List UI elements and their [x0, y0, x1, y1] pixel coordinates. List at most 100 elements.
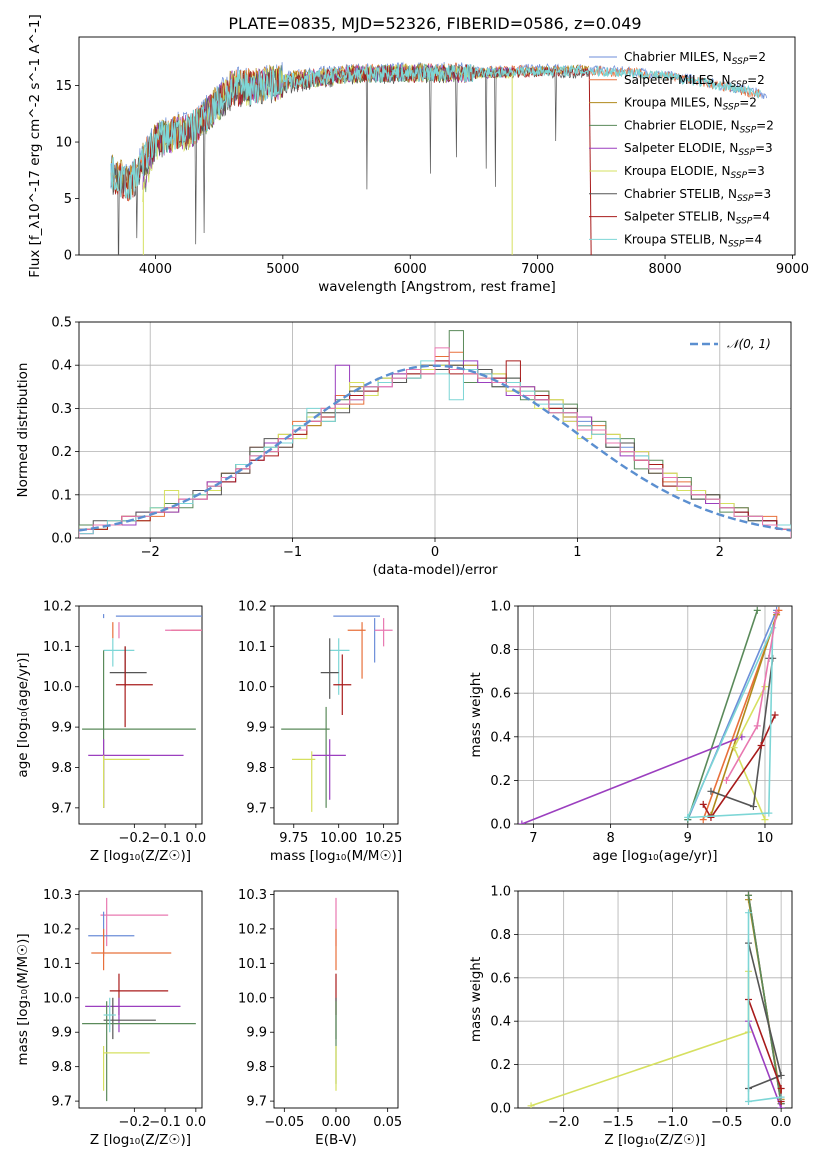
- y-tick-label: 0.4: [51, 359, 72, 374]
- y-tick-label: 10.1: [43, 957, 72, 972]
- weight-point: [722, 776, 730, 784]
- y-tick-label: 10.1: [238, 957, 267, 972]
- weight-line: [687, 627, 774, 819]
- y-tick-label: 10.2: [43, 600, 72, 615]
- y-axis-label: mass [log₁₀(M/M☉)]: [15, 933, 31, 1065]
- y-tick-label: 10.2: [238, 922, 267, 937]
- x-tick-label: −0.2: [119, 831, 151, 846]
- y-tick-label: 9.7: [51, 1095, 72, 1110]
- weight-point: [769, 624, 777, 632]
- x-axis-label: wavelength [Angstrom, rest frame]: [318, 279, 556, 295]
- y-tick-label: 10.1: [43, 640, 72, 655]
- age_vs_mass-marks: [281, 615, 393, 812]
- y-axis-label: age [log₁₀(age/yr)]: [15, 652, 31, 777]
- x-tick-label: 0: [431, 545, 439, 560]
- y-tick-label: 0.0: [490, 818, 511, 833]
- weight-point: [777, 1093, 785, 1101]
- x-tick-label: 6000: [394, 262, 427, 277]
- figure-title: PLATE=0835, MJD=52326, FIBERID=0586, z=0…: [228, 14, 641, 33]
- y-tick-label: 10.0: [43, 680, 72, 695]
- x-tick-label: −0.5: [711, 1115, 743, 1130]
- spectrum-marks: [110, 61, 768, 255]
- y-tick-label: 10.2: [238, 600, 267, 615]
- y-tick-label: 9.7: [246, 801, 267, 816]
- x-tick-label: 10: [757, 831, 774, 846]
- weight-point: [749, 803, 757, 811]
- y-tick-label: 10.3: [238, 888, 267, 903]
- age_vs_Z-marks: [82, 614, 202, 808]
- legend-value: =2: [756, 118, 774, 132]
- y-tick-label: 0.5: [51, 316, 72, 331]
- legend-label: Chabrier MILES, NSSP=2: [624, 50, 766, 67]
- x-tick-label: 2: [716, 545, 724, 560]
- y-tick-label: 10: [55, 136, 72, 151]
- legend-label: Salpeter STELIB, NSSP=4: [624, 210, 770, 227]
- x-tick-label: −0.05: [264, 1115, 304, 1130]
- y-tick-label: 9.9: [246, 721, 267, 736]
- spectrum-edge: [588, 70, 592, 255]
- axes-frame: [78, 321, 792, 539]
- y-axis-label: mass weight: [468, 957, 484, 1042]
- y-tick-label: 9.8: [246, 1060, 267, 1075]
- y-tick-label: 15: [55, 79, 72, 94]
- legend-subscript: SSP: [736, 217, 753, 227]
- axes-frame: [273, 890, 399, 1109]
- legend-label: 𝒩(0, 1): [727, 337, 771, 351]
- y-tick-label: 0.6: [490, 971, 511, 986]
- age_vs_mass-axes: 9.75 10.00 10.25 9.7 9.8 9.9 10.0 10.1 10.2 mass …: [238, 600, 402, 865]
- weight-point: [745, 891, 753, 899]
- x-tick-label: 9000: [776, 262, 809, 277]
- legend-value: =4: [744, 232, 762, 246]
- x-axis-label: E(B-V): [315, 1132, 357, 1148]
- weight-point: [527, 1102, 535, 1108]
- legend-subscript: SSP: [738, 148, 755, 158]
- spectrum-line: [110, 64, 589, 201]
- y-tick-label: 0.2: [490, 1058, 511, 1073]
- x-tick-label: 10.25: [365, 831, 402, 846]
- legend-value: =4: [752, 210, 770, 224]
- x-tick-label: 0.00: [322, 1115, 351, 1130]
- mass_vs_ebv-axes: −0.05 0.00 0.05 9.7 9.8 9.9 10.0 10.1 10.2 10.3 E(…: [238, 888, 402, 1148]
- y-tick-label: 9.9: [51, 1026, 72, 1041]
- residuals-axes: −2 −1 0 1 2 0.0 0.1 0.2 0.3 0.4 0.5 (data-model)/er…: [15, 316, 792, 578]
- legend-subscript: SSP: [732, 57, 749, 67]
- legend-value: =3: [755, 141, 773, 155]
- y-tick-label: 10.0: [238, 991, 267, 1006]
- weight_vs_Z-marks: [527, 891, 785, 1108]
- weight_vs_Z-axes: −2.0 −1.5 −1.0 −0.5 0.0 0.0 0.2 0.4 0.6 0.8 1.0 Z […: [468, 885, 793, 1148]
- x-tick-label: 9.75: [279, 831, 308, 846]
- legend-value: =2: [747, 73, 765, 87]
- weight-point: [707, 813, 715, 821]
- legend-value: =2: [739, 96, 757, 110]
- y-tick-label: 10.0: [43, 991, 72, 1006]
- axes-frame: [78, 890, 203, 1109]
- x-tick-label: 4000: [139, 262, 172, 277]
- weight-point: [745, 1097, 753, 1105]
- x-tick-label: 5000: [266, 262, 299, 277]
- x-tick-label: −0.1: [149, 831, 181, 846]
- x-axis-label: Z [log₁₀(Z/Z☉)]: [604, 1132, 705, 1148]
- weight_vs_age-axes: 7 8 9 10 0.0 0.2 0.4 0.6 0.8 1.0 age [log₁₀(age/yr…: [468, 600, 793, 864]
- spectrum-line: [110, 64, 762, 200]
- x-tick-label: 0.0: [186, 1115, 207, 1130]
- y-tick-label: 0.6: [490, 687, 511, 702]
- y-axis-label: Normed distribution: [15, 363, 31, 498]
- legend-label: Chabrier STELIB, NSSP=3: [624, 187, 771, 204]
- weight-line: [687, 610, 759, 820]
- y-tick-label: 0.3: [51, 402, 72, 417]
- weight-point: [757, 742, 765, 750]
- y-tick-label: 0.0: [51, 532, 72, 547]
- weight-point: [771, 711, 779, 719]
- y-tick-label: 9.9: [246, 1026, 267, 1041]
- x-axis-label: age [log₁₀(age/yr)]: [592, 848, 717, 864]
- y-tick-label: 9.8: [51, 1060, 72, 1075]
- weight-point: [730, 744, 738, 752]
- y-tick-label: 10.0: [238, 680, 267, 695]
- legend-label: Salpeter MILES, NSSP=2: [624, 73, 765, 90]
- residuals-marks: [79, 330, 791, 538]
- spectrum-line: [110, 64, 589, 255]
- y-tick-label: 1.0: [490, 600, 511, 615]
- y-tick-label: 0.2: [51, 445, 72, 460]
- age_vs_Z-axes: −0.2 −0.1 0.0 9.7 9.8 9.9 10.0 10.1 10.2 Z [log₁₀…: [15, 600, 206, 865]
